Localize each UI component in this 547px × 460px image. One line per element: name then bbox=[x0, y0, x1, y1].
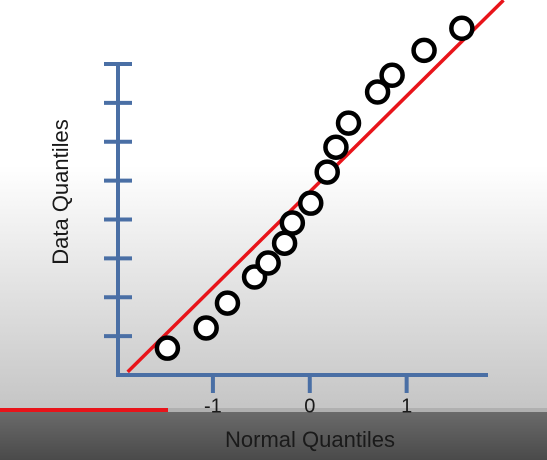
data-point bbox=[154, 335, 181, 361]
x-axis-label: Normal Quantiles bbox=[225, 427, 395, 452]
fit-line bbox=[126, 0, 505, 374]
y-axis-label: Data Quantiles bbox=[48, 119, 73, 265]
player-bar bbox=[0, 412, 547, 460]
progress-played[interactable] bbox=[0, 408, 168, 412]
data-point bbox=[297, 190, 324, 216]
plot: -1 0 1 bbox=[104, 0, 505, 417]
progress-track[interactable] bbox=[0, 408, 547, 412]
data-point bbox=[314, 159, 340, 185]
data-point bbox=[193, 315, 219, 341]
x-tick-label: 1 bbox=[401, 395, 412, 417]
data-point bbox=[411, 37, 437, 64]
data-point bbox=[255, 250, 281, 276]
data-point bbox=[335, 110, 362, 136]
data-point bbox=[214, 290, 241, 316]
data-point bbox=[379, 62, 405, 89]
x-tick-label: 0 bbox=[304, 395, 315, 417]
data-point bbox=[279, 210, 306, 236]
x-tick-label: -1 bbox=[204, 395, 222, 417]
data-point bbox=[364, 79, 391, 105]
data-point bbox=[271, 230, 298, 256]
data-point bbox=[323, 134, 349, 160]
data-point bbox=[449, 15, 475, 41]
